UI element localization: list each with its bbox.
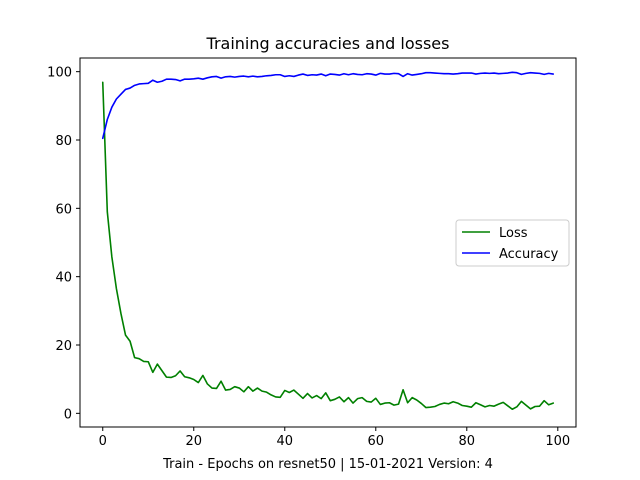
x-tick-label: 80 bbox=[459, 434, 476, 449]
y-tick-label: 20 bbox=[55, 339, 72, 354]
loss-series-line bbox=[101, 81, 555, 411]
y-tick-label: 60 bbox=[55, 202, 72, 217]
legend-label-accuracy: Accuracy bbox=[499, 247, 559, 262]
accuracy-series-line bbox=[101, 71, 555, 140]
plot-frame bbox=[79, 57, 577, 428]
y-tick-label: 40 bbox=[55, 271, 72, 286]
x-tick-label: 60 bbox=[368, 434, 385, 449]
y-tick-label: 100 bbox=[47, 66, 72, 81]
x-tick-label: 100 bbox=[545, 434, 570, 449]
y-tick-label: 0 bbox=[64, 407, 72, 422]
legend: Loss Accuracy bbox=[455, 219, 570, 267]
x-axis-label: Train - Epochs on resnet50 | 15-01-2021 … bbox=[162, 457, 493, 472]
legend-label-loss: Loss bbox=[499, 226, 528, 241]
axis-ticks: 0 20 40 60 80 100 0 20 40 60 80 100 bbox=[47, 66, 570, 449]
y-tick-label: 80 bbox=[55, 134, 72, 149]
x-tick-label: 20 bbox=[185, 434, 202, 449]
x-tick-label: 40 bbox=[276, 434, 293, 449]
x-tick-label: 0 bbox=[99, 434, 107, 449]
series-layer bbox=[101, 71, 555, 411]
chart-title: Training accuracies and losses bbox=[206, 34, 450, 53]
